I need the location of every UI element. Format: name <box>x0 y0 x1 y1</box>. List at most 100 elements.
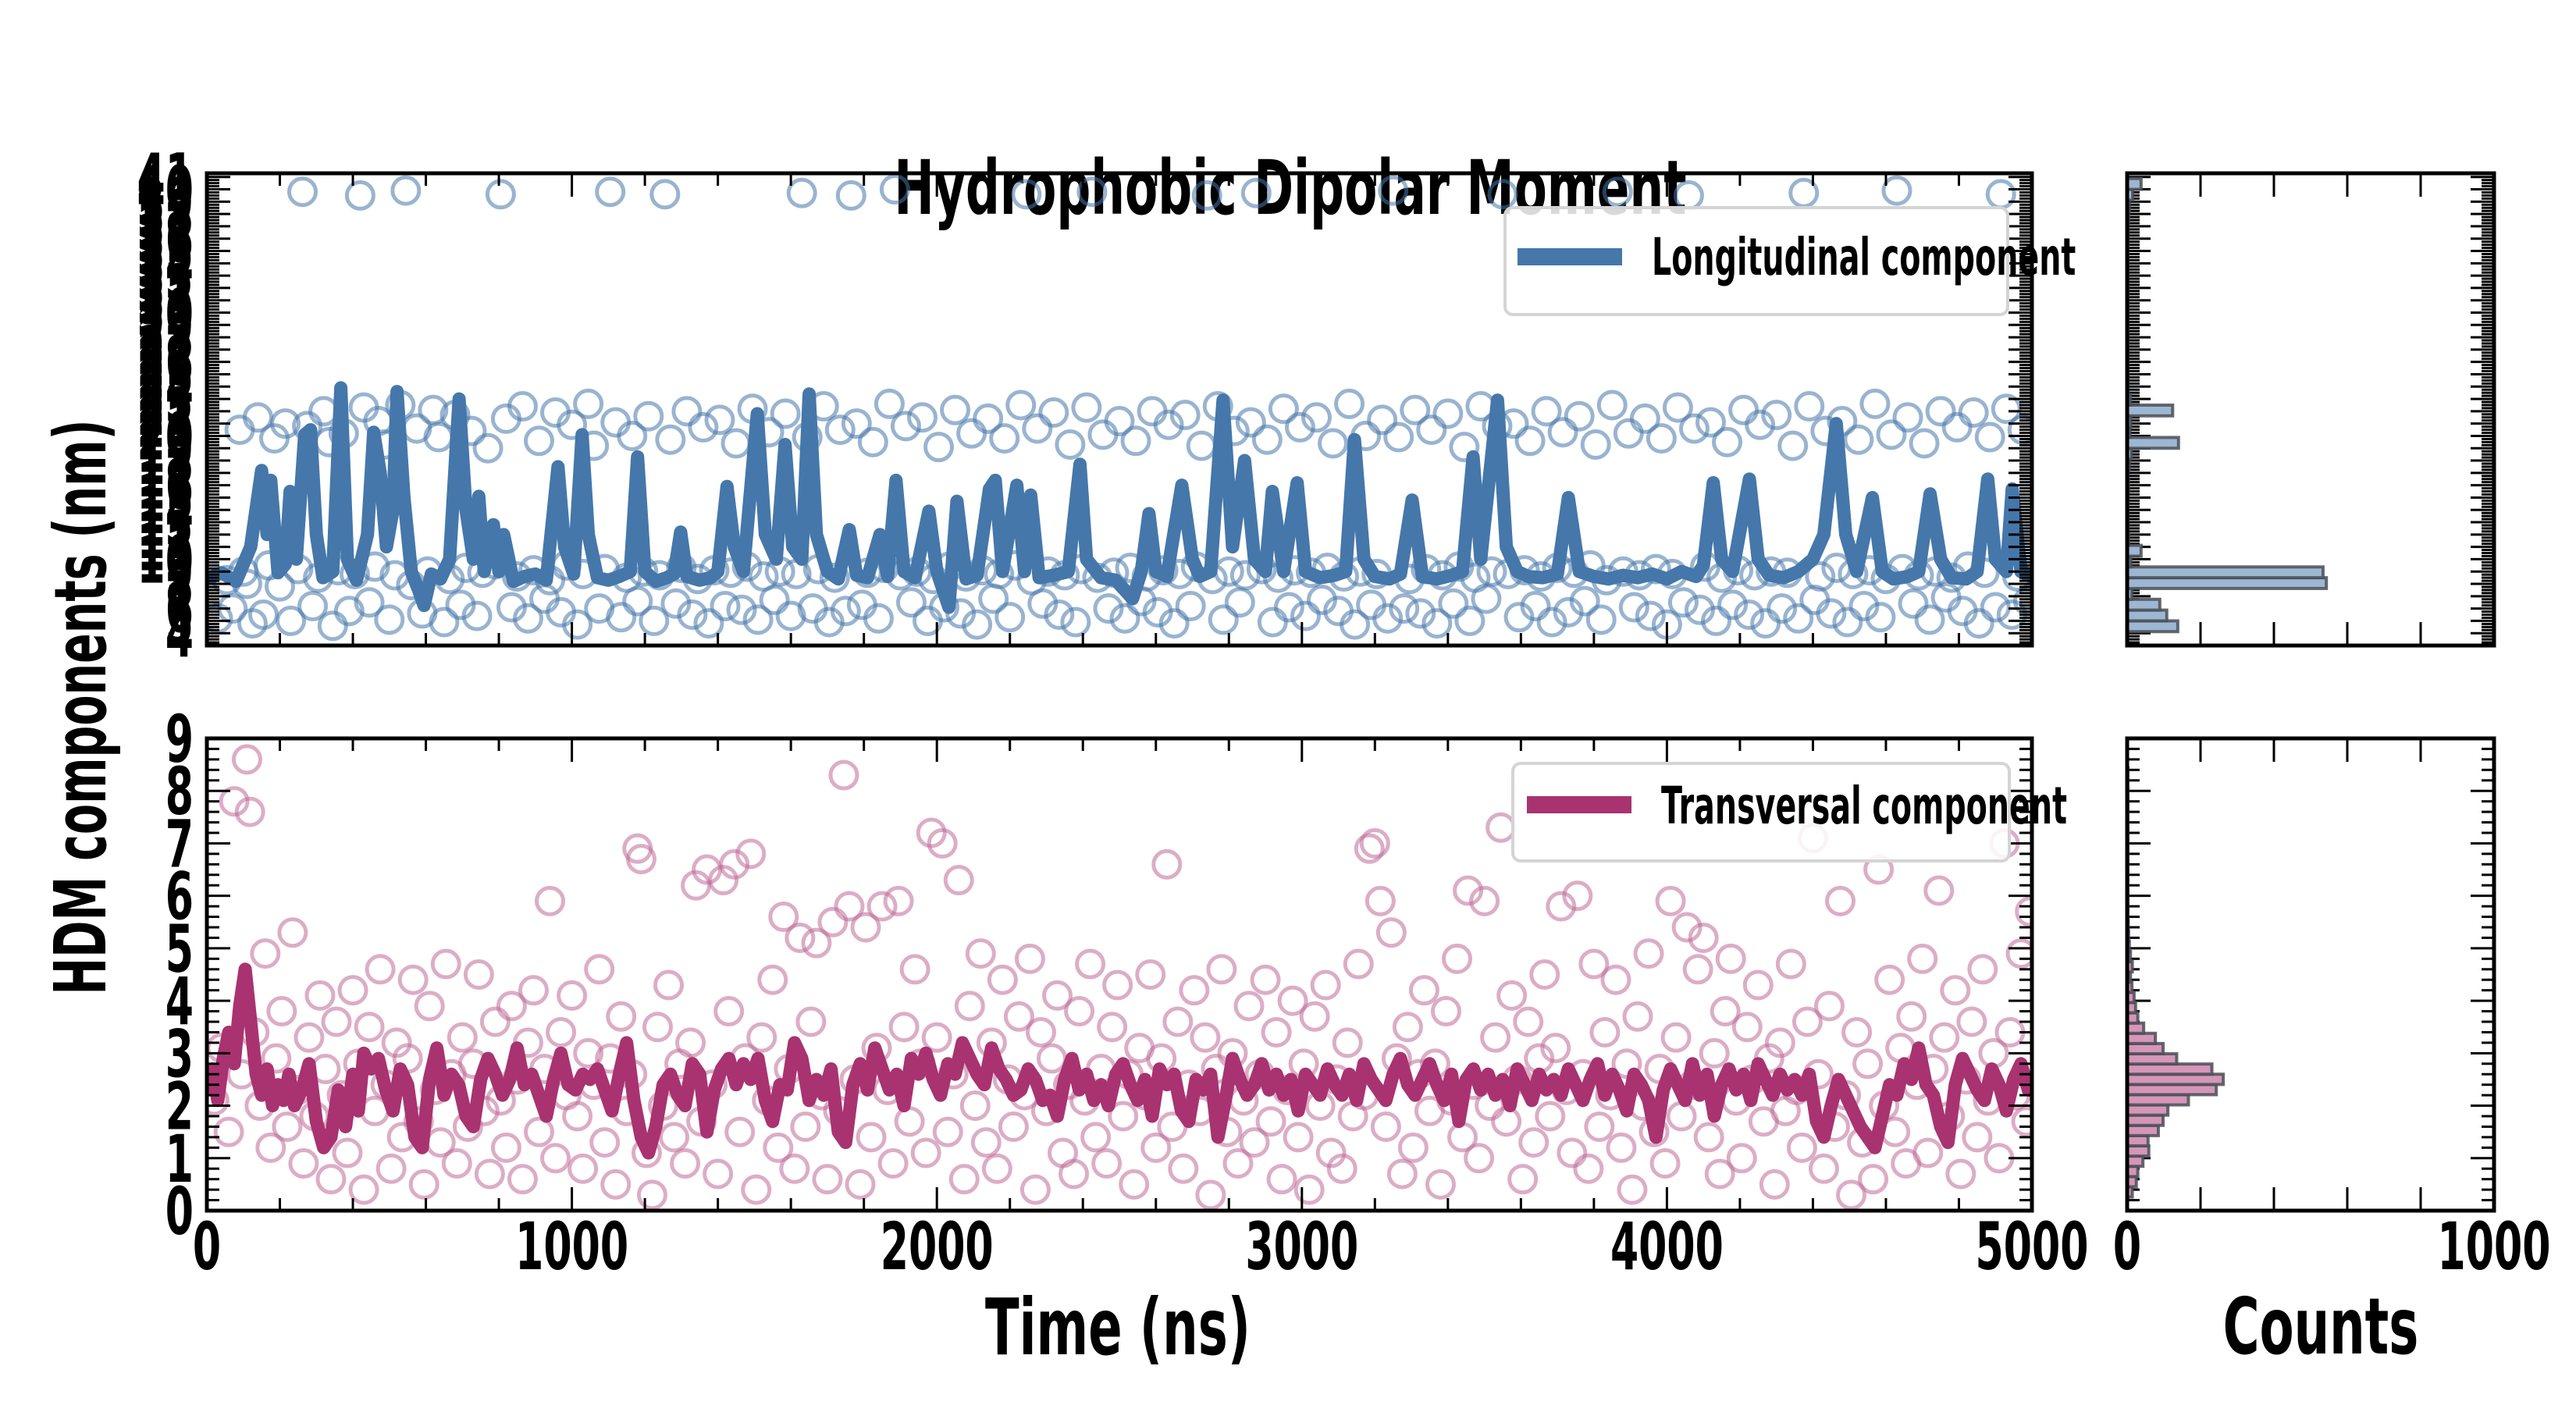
scatter-point <box>948 1164 980 1195</box>
scatter-point <box>856 1122 887 1153</box>
scatter-point <box>1378 175 1409 206</box>
scatter-point <box>1958 397 1989 428</box>
x-tick-label: 3000 <box>1245 1209 1358 1285</box>
scatter-point <box>841 408 872 439</box>
scatter-point <box>512 603 543 634</box>
scatter-point <box>1108 1101 1139 1132</box>
scatter-point <box>1334 388 1365 419</box>
scatter-point <box>742 604 774 635</box>
scatter-point <box>1266 1164 1297 1195</box>
scatter-point <box>693 608 724 639</box>
scatter-point <box>770 398 801 429</box>
scatter-point <box>1914 604 1945 635</box>
histogram-bar <box>2127 403 2175 418</box>
y-tick-label: 24 <box>137 350 194 425</box>
y-tick-label: 32 <box>137 251 194 327</box>
x-tick-label: 2000 <box>881 1209 994 1285</box>
scatter-point <box>1821 552 1852 583</box>
y-tick-label: 29 <box>137 288 194 364</box>
scatter-point <box>768 902 799 933</box>
scatter-point <box>1585 604 1617 635</box>
scatter-point <box>333 596 365 627</box>
scatter-point <box>247 599 279 631</box>
plot-area <box>207 744 2032 1211</box>
scatter-point <box>463 959 494 990</box>
scatter-point <box>863 603 894 634</box>
scatter-point <box>1240 177 1272 208</box>
scatter-point <box>1777 430 1809 461</box>
scatter-point <box>337 975 368 1006</box>
scatter-point <box>242 402 273 433</box>
y-tick-label: 27 <box>137 313 194 389</box>
scatter-point <box>1372 603 1404 634</box>
scatter-point <box>1003 1001 1034 1032</box>
scatter-point <box>1629 403 1660 434</box>
scatter-point <box>1985 179 2016 210</box>
scatter-point <box>1310 969 1341 1001</box>
scatter-point <box>1449 432 1480 463</box>
scatter-point <box>408 1168 439 1200</box>
scatter-point <box>276 605 307 636</box>
scatter-point <box>1825 885 1856 916</box>
scatter-point <box>1055 429 1086 461</box>
scatter-point <box>894 1106 925 1137</box>
scatter-point <box>1865 602 1896 633</box>
scatter-point <box>1941 411 1973 443</box>
scatter-point <box>989 423 1020 454</box>
y-tick-label: 4 <box>165 964 194 1040</box>
scatter-point <box>1513 1006 1544 1037</box>
scatter-point <box>1717 589 1749 621</box>
scatter-point <box>1059 1158 1090 1190</box>
scatter-point <box>1370 1111 1401 1142</box>
scatter-point <box>1635 600 1666 631</box>
scatter-point <box>959 1090 991 1122</box>
y-tick-label: 22 <box>137 375 194 450</box>
scatter-point <box>1397 1132 1429 1163</box>
scatter-point <box>779 1153 810 1184</box>
scatter-point <box>713 996 745 1027</box>
scatter-point <box>801 927 832 959</box>
scatter-point <box>1618 592 1649 623</box>
y-tick-label: 1 <box>165 1122 194 1197</box>
scatter-point <box>677 599 708 631</box>
histogram-bar <box>2127 576 2329 590</box>
scatter-point <box>1315 1137 1347 1168</box>
scatter-point <box>1087 419 1119 450</box>
scatter-point <box>659 1122 690 1153</box>
scatter-point <box>1186 430 1217 461</box>
scatter-point <box>1137 396 1168 427</box>
scatter-point <box>429 606 460 638</box>
scatter-point <box>1962 1122 1993 1153</box>
scatter-point <box>600 1168 632 1200</box>
scatter-point <box>1375 917 1407 948</box>
scatter-point <box>507 1164 538 1195</box>
scatter-point <box>430 948 461 980</box>
scatter-point <box>272 1111 303 1142</box>
y-tick-label: 40 <box>137 153 194 229</box>
scatter-point <box>1359 827 1390 859</box>
scatter-point <box>485 179 516 210</box>
y-tick-label: 31 <box>137 264 194 340</box>
histogram-bar <box>2127 565 2325 580</box>
scatter-point <box>1476 556 1507 587</box>
plot-area <box>207 174 2032 642</box>
legend-bottom-frame <box>1511 762 2011 863</box>
scatter-point <box>759 585 790 616</box>
scatter-point <box>1832 606 1863 638</box>
scatter-point <box>1836 1179 1867 1211</box>
y-axis-label: HDM components (nm) <box>40 419 123 994</box>
scatter-point <box>234 796 265 827</box>
scatter-point <box>1277 985 1308 1016</box>
scatter-point <box>1693 1122 1724 1153</box>
scatter-point <box>315 1164 347 1195</box>
scatter-point <box>1715 943 1746 974</box>
scatter-point <box>1617 1174 1648 1205</box>
scatter-point <box>1179 975 1210 1006</box>
scatter-point <box>1392 1012 1423 1043</box>
scatter-point <box>708 865 739 895</box>
scatter-point <box>1343 948 1374 980</box>
y-tick-label: 7 <box>165 807 194 883</box>
scatter-point <box>1151 848 1183 880</box>
scatter-point <box>994 602 1026 633</box>
